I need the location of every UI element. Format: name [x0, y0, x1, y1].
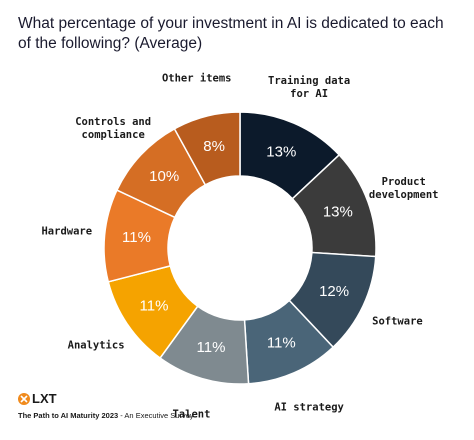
logo-x [20, 395, 28, 403]
brand: LXT [32, 391, 57, 406]
value-label: 13% [266, 144, 296, 161]
category-label: AI strategy [274, 401, 344, 414]
value-label: 11% [267, 334, 296, 351]
category-label: Product development [368, 176, 439, 202]
chart-title: What percentage of your investment in AI… [18, 15, 444, 52]
value-label: 11% [122, 229, 151, 246]
value-label: 12% [319, 283, 349, 300]
source: The Path to AI Maturity 2023 - An Execut… [18, 411, 194, 420]
category-label: Hardware [41, 225, 93, 238]
category-label: Training data for AI [268, 75, 351, 101]
value-label: 11% [140, 297, 169, 314]
category-label: Analytics [67, 339, 125, 352]
value-label: 11% [197, 339, 226, 356]
source-subtitle: - An Executive Survey [120, 411, 194, 420]
value-label: 10% [149, 168, 179, 185]
category-label: Talent [172, 408, 211, 421]
source-title: The Path to AI Maturity 2023 [18, 411, 119, 420]
category-label: Other items [161, 72, 232, 85]
donut-segment [173, 111, 241, 186]
value-label: 8% [203, 138, 225, 155]
category-label: Controls and compliance [75, 115, 152, 141]
value-label: 13% [323, 204, 353, 221]
category-label: Software [372, 315, 423, 328]
